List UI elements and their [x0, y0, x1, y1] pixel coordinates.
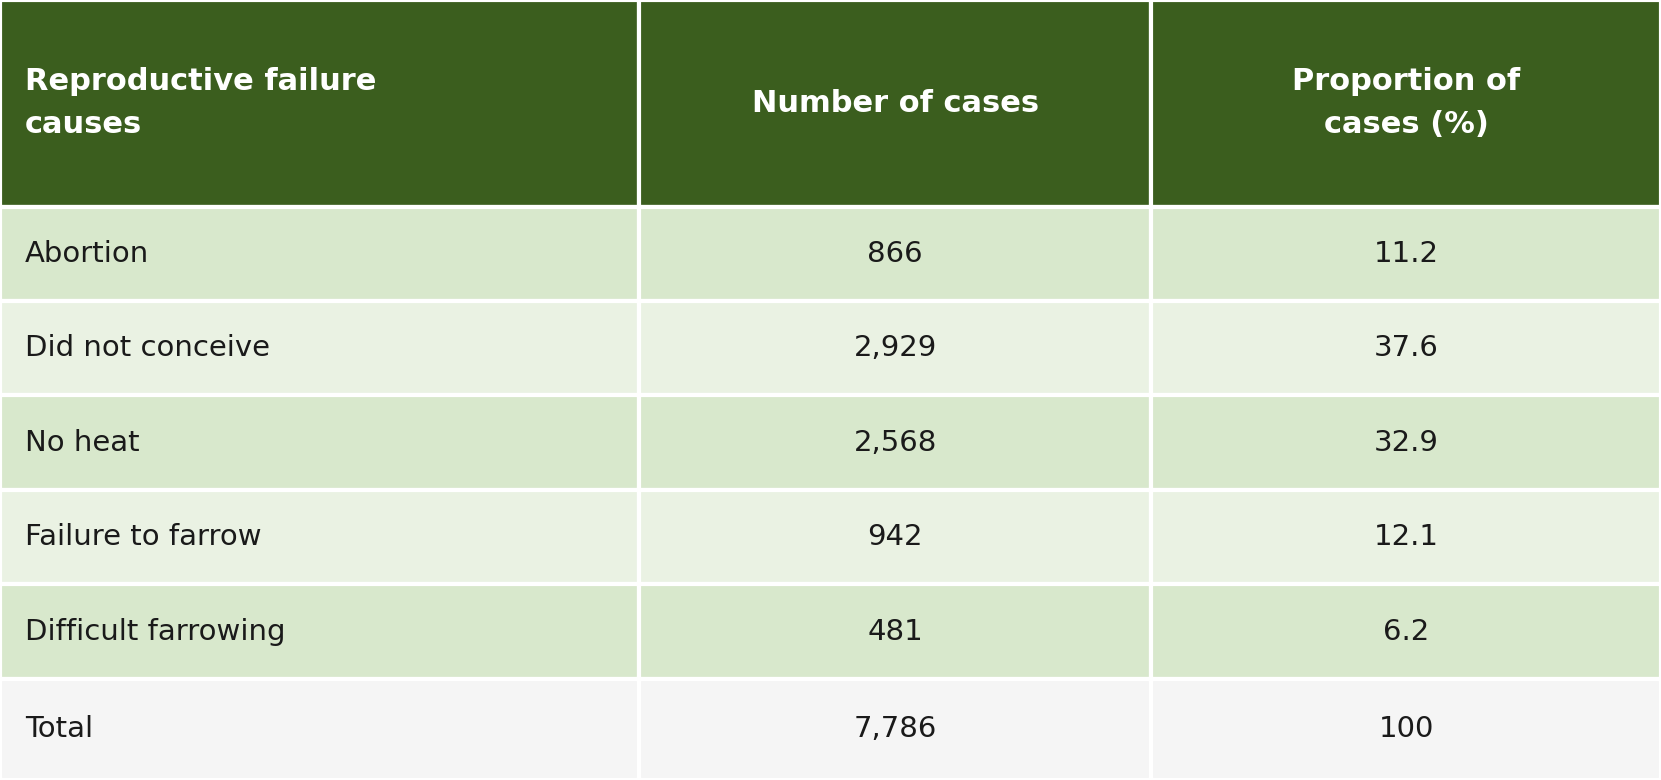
- Text: 6.2: 6.2: [1384, 618, 1428, 646]
- FancyBboxPatch shape: [1151, 584, 1661, 679]
- Text: Failure to farrow: Failure to farrow: [25, 523, 261, 551]
- Text: 2,929: 2,929: [854, 335, 937, 362]
- FancyBboxPatch shape: [639, 490, 1151, 584]
- Text: 12.1: 12.1: [1374, 523, 1438, 551]
- FancyBboxPatch shape: [639, 679, 1151, 780]
- Text: 32.9: 32.9: [1374, 429, 1438, 457]
- Text: Abortion: Abortion: [25, 239, 149, 268]
- Text: Proportion of
cases (%): Proportion of cases (%): [1292, 67, 1520, 139]
- Text: 481: 481: [867, 618, 924, 646]
- Text: Number of cases: Number of cases: [752, 89, 1038, 118]
- FancyBboxPatch shape: [1151, 490, 1661, 584]
- FancyBboxPatch shape: [0, 301, 639, 395]
- FancyBboxPatch shape: [639, 301, 1151, 395]
- FancyBboxPatch shape: [0, 0, 639, 207]
- Text: 100: 100: [1379, 715, 1433, 743]
- Text: Difficult farrowing: Difficult farrowing: [25, 618, 286, 646]
- FancyBboxPatch shape: [639, 0, 1151, 207]
- Text: No heat: No heat: [25, 429, 140, 457]
- Text: 942: 942: [867, 523, 924, 551]
- FancyBboxPatch shape: [1151, 0, 1661, 207]
- FancyBboxPatch shape: [1151, 395, 1661, 490]
- Text: 11.2: 11.2: [1374, 239, 1438, 268]
- FancyBboxPatch shape: [639, 395, 1151, 490]
- Text: 866: 866: [867, 239, 924, 268]
- Text: 37.6: 37.6: [1374, 335, 1438, 362]
- FancyBboxPatch shape: [1151, 207, 1661, 301]
- FancyBboxPatch shape: [0, 490, 639, 584]
- FancyBboxPatch shape: [0, 207, 639, 301]
- Text: Did not conceive: Did not conceive: [25, 335, 271, 362]
- Text: 7,786: 7,786: [854, 715, 937, 743]
- FancyBboxPatch shape: [1151, 679, 1661, 780]
- FancyBboxPatch shape: [639, 584, 1151, 679]
- FancyBboxPatch shape: [639, 207, 1151, 301]
- FancyBboxPatch shape: [0, 679, 639, 780]
- FancyBboxPatch shape: [1151, 301, 1661, 395]
- Text: Total: Total: [25, 715, 93, 743]
- FancyBboxPatch shape: [0, 395, 639, 490]
- Text: Reproductive failure
causes: Reproductive failure causes: [25, 67, 377, 139]
- Text: 2,568: 2,568: [854, 429, 937, 457]
- FancyBboxPatch shape: [0, 584, 639, 679]
